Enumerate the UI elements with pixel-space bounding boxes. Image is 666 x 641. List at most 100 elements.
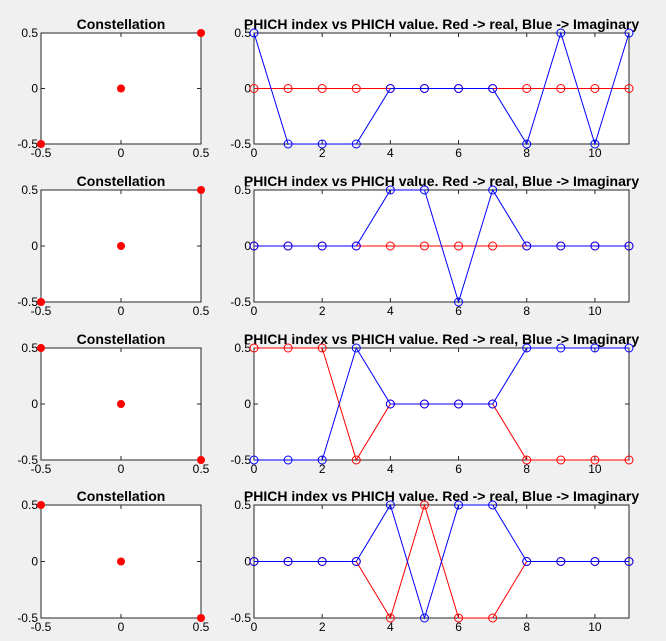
y-tick-label: -0.5 (17, 453, 38, 467)
series-marker (317, 139, 327, 149)
constellation-point (117, 242, 125, 250)
y-tick-label: -0.5 (230, 295, 251, 309)
x-tick-label: 0 (251, 304, 258, 318)
y-tick-label: 0.5 (234, 498, 251, 512)
series-marker (385, 185, 395, 195)
series-marker (317, 84, 327, 93)
x-tick-label: 0 (251, 462, 258, 476)
constellation-point (37, 501, 45, 509)
y-tick-label: 0.5 (234, 26, 251, 40)
series-marker (283, 84, 293, 93)
series-line (249, 343, 634, 465)
series-polyline (254, 346, 629, 461)
x-tick-label: 2 (319, 462, 326, 476)
series-marker (249, 455, 259, 465)
series-polyline (254, 503, 629, 620)
series-marker (351, 557, 361, 566)
x-tick-label: -0.5 (31, 304, 52, 318)
y-tick-label: -0.5 (230, 611, 251, 625)
series-marker (590, 557, 600, 566)
series-marker (249, 84, 259, 93)
series-marker (556, 557, 566, 566)
x-tick-label: 0 (251, 146, 258, 160)
series-marker (522, 455, 532, 465)
series-marker (249, 557, 259, 566)
subplot-scatter-5: Constellation -0.5 0 0.5 -0.5 0 0.5 (17, 331, 209, 476)
series-marker (522, 84, 532, 93)
x-tick-label: 2 (319, 146, 326, 160)
x-tick-label: -0.5 (31, 146, 52, 160)
series-marker (385, 613, 395, 623)
constellation-point (117, 557, 125, 566)
series-polyline (253, 31, 630, 146)
subplot-scatter-7: Constellation -0.5 0 0.5 -0.5 0 0.5 (17, 488, 209, 634)
x-tick-label: 0.5 (193, 462, 210, 476)
constellation-point (197, 29, 205, 37)
series-marker (590, 241, 600, 251)
y-tick-label: -0.5 (17, 295, 38, 309)
series-marker (351, 84, 361, 93)
x-tick-label: -0.5 (31, 462, 52, 476)
x-tick-label: 2 (319, 304, 326, 318)
x-tick-label: 6 (455, 304, 462, 318)
constellation-point (197, 186, 205, 194)
series-marker (351, 455, 361, 465)
x-tick-label: 4 (387, 620, 394, 634)
series-marker (522, 343, 532, 353)
y-tick-label: 0.5 (21, 26, 38, 40)
x-tick-label: 10 (588, 146, 602, 160)
y-tick-label: 0 (31, 239, 38, 253)
subplot-line-6: PHICH index vs PHICH value. Red -> real,… (230, 331, 639, 476)
x-tick-label: 8 (523, 304, 530, 318)
x-tick-label: 0 (118, 620, 125, 634)
series-marker (522, 139, 532, 149)
series-marker (419, 500, 429, 510)
x-tick-label: 8 (523, 462, 530, 476)
series-marker (624, 343, 634, 353)
axes-title: Constellation (77, 173, 166, 189)
series-polyline (254, 188, 629, 304)
series-marker (556, 455, 566, 465)
subplot-line-8: PHICH index vs PHICH value. Red -> real,… (230, 488, 639, 634)
x-tick-label: 10 (588, 620, 602, 634)
y-tick-label: 0 (244, 82, 251, 96)
y-tick-label: 0 (31, 555, 38, 569)
series-marker (488, 613, 498, 623)
series-marker (624, 84, 634, 93)
axes-title: PHICH index vs PHICH value. Red -> real,… (244, 173, 639, 189)
constellation-point (117, 84, 125, 93)
series-marker (351, 241, 361, 251)
series-marker (283, 343, 293, 353)
y-tick-label: 0 (244, 397, 251, 411)
series-line (249, 185, 634, 307)
series-marker (249, 28, 259, 38)
series-marker (624, 241, 634, 251)
series-marker (556, 343, 566, 353)
series-marker (249, 343, 259, 353)
y-tick-label: 0.5 (21, 341, 38, 355)
series-marker (385, 500, 395, 510)
subplot-scatter-3: Constellation -0.5 0 0.5 -0.5 0 0.5 (17, 173, 209, 318)
constellation-point (117, 400, 125, 408)
constellation-point (197, 456, 205, 464)
series-line (249, 28, 634, 149)
x-tick-label: 6 (455, 146, 462, 160)
series-marker (454, 84, 464, 93)
axes-title: Constellation (77, 488, 166, 504)
y-tick-label: -0.5 (230, 137, 251, 151)
series-marker (454, 241, 464, 251)
series-marker (590, 343, 600, 353)
x-tick-label: 6 (455, 620, 462, 634)
series-marker (556, 28, 566, 38)
y-tick-label: -0.5 (230, 453, 251, 467)
constellation-point (37, 298, 45, 306)
series-marker (454, 297, 464, 307)
axes-title: PHICH index vs PHICH value. Red -> real,… (244, 331, 639, 347)
series-marker (590, 84, 600, 93)
series-marker (624, 455, 634, 465)
x-tick-label: 0 (118, 462, 125, 476)
subplot-line-4: PHICH index vs PHICH value. Red -> real,… (230, 173, 639, 318)
series-marker (488, 399, 498, 409)
series-marker (351, 139, 361, 149)
x-tick-label: 10 (588, 462, 602, 476)
